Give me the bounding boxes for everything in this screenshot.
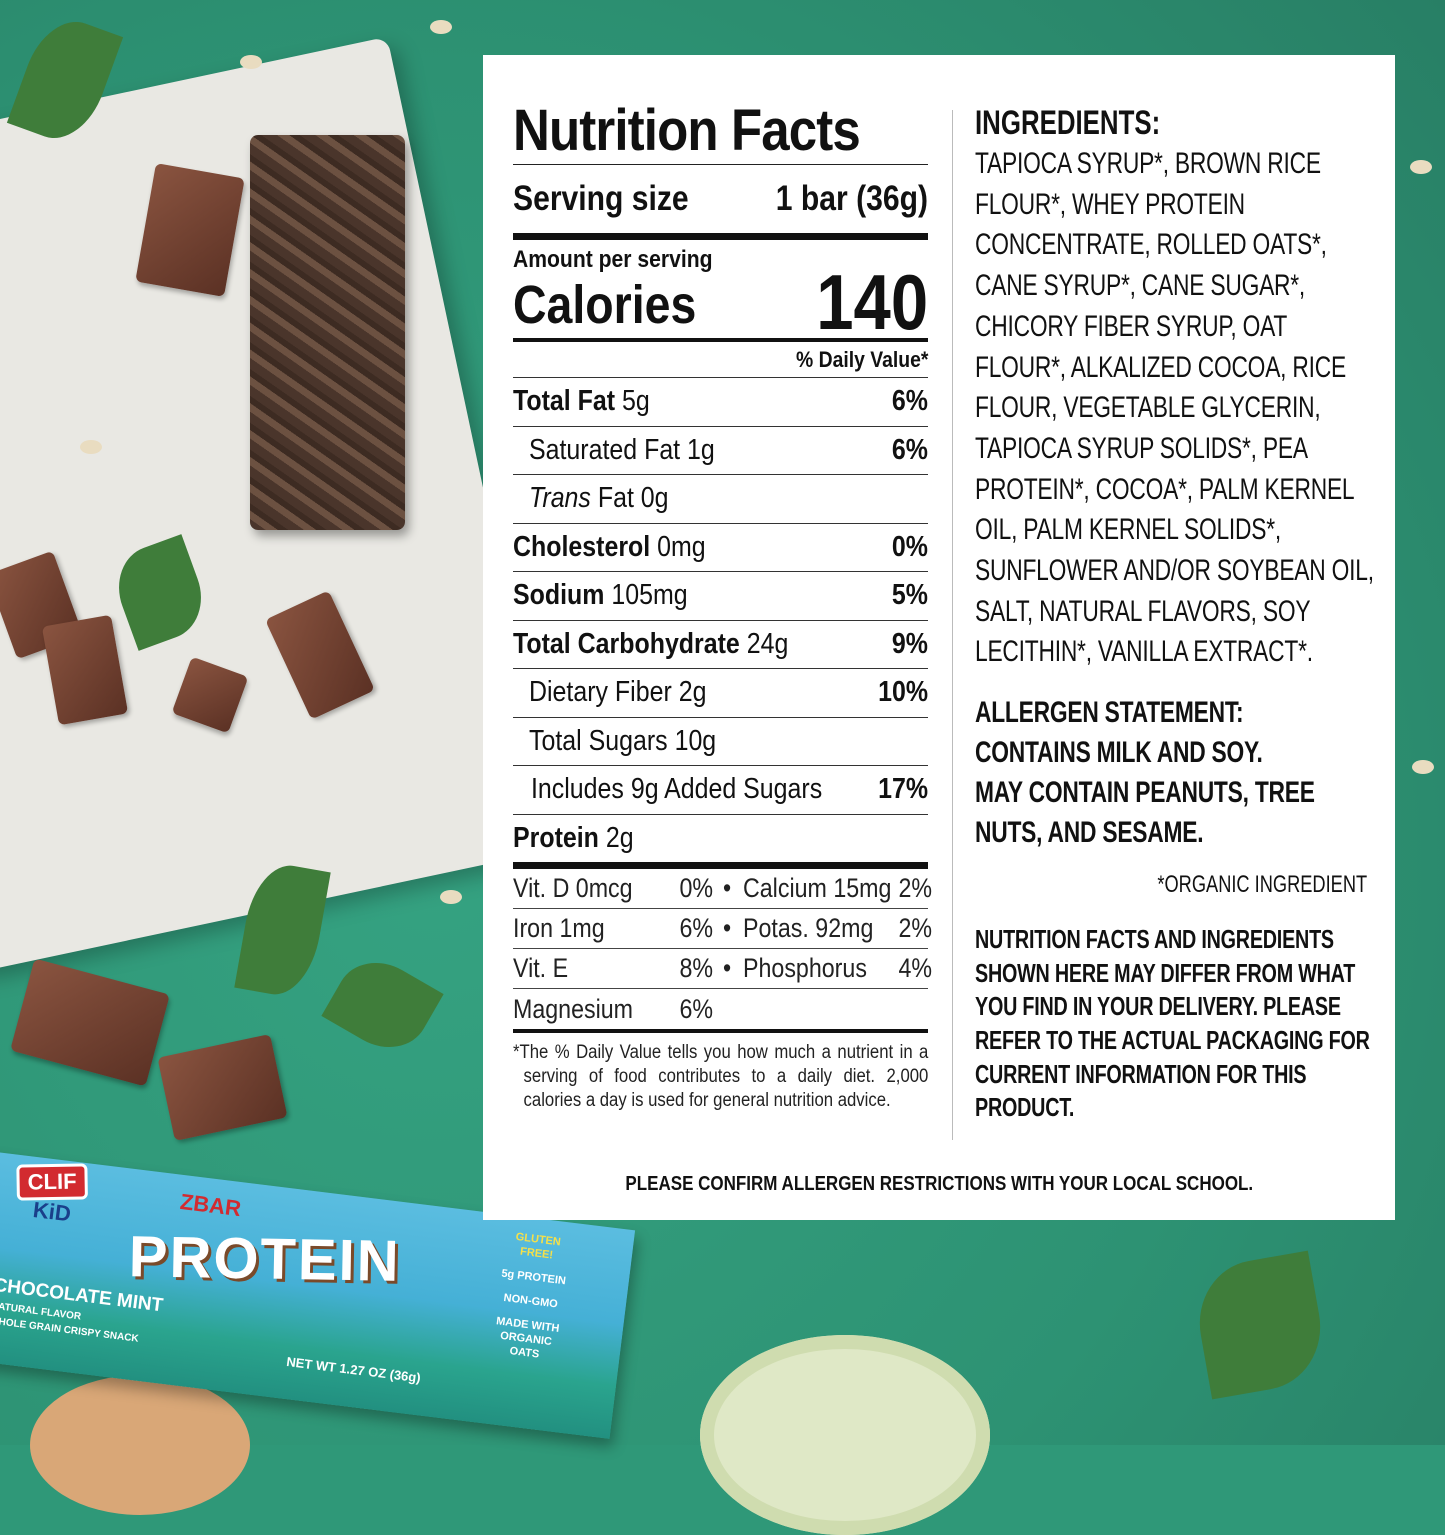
vitamin-cell: 6%	[679, 913, 713, 943]
nutrient-label: Cholesterol 0mg	[513, 530, 706, 563]
nutrient-daily-value: 9%	[891, 627, 928, 660]
vitamin-row: Iron 1mg 6% • Potas. 92mg 2%	[513, 909, 932, 949]
vitamin-cell: 0%	[679, 873, 713, 903]
vitamin-cell: •	[723, 913, 732, 943]
oat-flake	[1410, 160, 1432, 174]
nutrient-label: Total Carbohydrate 24g	[513, 627, 789, 660]
vitamin-cell: 2%	[898, 913, 933, 943]
nutrient-amount: 0mg	[657, 530, 706, 563]
vitamin-cell: 6%	[679, 993, 713, 1024]
daily-value-header: % Daily Value*	[513, 342, 928, 378]
product-line: ZBAR	[178, 1188, 243, 1222]
snack-bar-photo	[250, 135, 405, 530]
claim: GLUTEN FREE!	[515, 1230, 562, 1262]
serving-value: 1 bar (36g)	[775, 179, 928, 218]
ingredients-text: TAPIOCA SYRUP*, BROWN RICE FLOUR*, WHEY …	[975, 147, 1374, 669]
oat-flake	[430, 20, 452, 34]
vitamin-cell: Vit. D 0mcg	[513, 873, 633, 903]
nutrient-row: Protein 2g	[513, 815, 928, 864]
nutrient-label: Total Sugars 10g	[529, 724, 717, 757]
nutrient-row: Includes 9g Added Sugars 17%	[513, 766, 928, 815]
calories-row: Calories 140	[513, 258, 928, 346]
vitamin-row: Vit. D 0mcg 0% • Calcium 15mg 2%	[513, 869, 932, 909]
claim: NON-GMO	[502, 1291, 559, 1311]
nutrient-row: Sodium 105mg 5%	[513, 572, 928, 621]
nutrient-amount: 10g	[674, 724, 717, 757]
vitamin-rows: Vit. D 0mcg 0% • Calcium 15mg 2% Iron 1mg 6% • P…	[513, 869, 932, 1029]
info-panel	[483, 55, 1395, 1220]
nutrient-amount: 5g	[622, 385, 650, 418]
vitamin-cell: 8%	[679, 953, 713, 983]
vitamin-cell: Vit. E	[513, 953, 569, 983]
oat-flake	[240, 55, 262, 69]
serving-label: Serving size	[513, 179, 689, 218]
footnote: *The % Daily Value tells you how much a …	[513, 1042, 929, 1111]
nutrient-amount: 1g	[687, 433, 715, 466]
nutrient-label: Protein 2g	[513, 822, 634, 855]
organic-note: *ORGANIC INGREDIENT	[1157, 871, 1368, 899]
nutrient-daily-value: 17%	[878, 773, 928, 806]
nutrient-row: Cholesterol 0mg 0%	[513, 524, 928, 572]
nutrient-label: Sodium 105mg	[513, 579, 688, 612]
vitamin-cell: 2%	[898, 873, 933, 903]
nutrient-amount: 2g	[678, 676, 707, 709]
nutrient-label: Dietary Fiber 2g	[529, 676, 707, 709]
nutrient-row: Dietary Fiber 2g 10%	[513, 669, 928, 718]
vitamin-cell: Calcium 15mg	[743, 873, 892, 903]
ingredients-heading: INGREDIENTS:	[975, 104, 1161, 142]
nutrient-daily-value: 5%	[891, 579, 928, 612]
ingredients-section: INGREDIENTS: TAPIOCA SYRUP*, BROWN RICE …	[975, 102, 1375, 1125]
nutrient-rows: Total Fat 5g 6% Saturated Fat 1g 6% Trans Fa…	[513, 378, 928, 863]
wooden-spoon	[30, 1375, 250, 1515]
net-weight: NET WT 1.27 OZ (36g)	[285, 1353, 422, 1386]
nutrient-row: Total Carbohydrate 24g 9%	[513, 621, 928, 669]
oat-flake	[440, 890, 462, 904]
column-divider	[952, 110, 953, 1140]
claim: MADE WITH ORGANIC OATS	[495, 1315, 561, 1361]
nutrition-facts-label: Nutrition Facts Serving size 1 bar (36g)…	[513, 98, 932, 1113]
oat-flake	[1412, 760, 1434, 774]
nutrient-daily-value: 10%	[878, 676, 928, 709]
calories-value: 140	[816, 258, 928, 346]
claim: 5g PROTEIN	[500, 1267, 567, 1288]
vitamin-cell: Iron 1mg	[513, 913, 605, 943]
vitamin-cell: 4%	[898, 953, 933, 983]
brand-logo: CLIF	[16, 1163, 88, 1201]
serving-size-row: Serving size 1 bar (36g)	[513, 165, 928, 233]
nutrition-title: Nutrition Facts	[513, 98, 861, 163]
disclaimer: NUTRITION FACTS AND INGREDIENTS SHOWN HE…	[975, 924, 1370, 1123]
brand-logo-sub: KiD	[31, 1197, 73, 1227]
nutrient-label: Saturated Fat 1g	[529, 433, 715, 466]
vitamin-cell: Magnesium	[513, 993, 634, 1024]
nutrient-label: Total Fat 5g	[513, 385, 650, 418]
vitamin-cell: Potas. 92mg	[743, 913, 874, 943]
nutrient-row: Trans Fat 0g	[513, 475, 928, 524]
bowl-of-puffs	[700, 1335, 990, 1535]
nutrient-row: Total Fat 5g 6%	[513, 378, 928, 427]
calories-label: Calories	[513, 275, 697, 335]
amount-per-serving: Amount per serving	[513, 246, 713, 273]
product-name: PROTEIN	[128, 1224, 402, 1294]
vitamin-row: Vit. E 8% • Phosphorus 4%	[513, 949, 932, 989]
nutrient-daily-value: 0%	[891, 530, 928, 563]
nutrient-daily-value: 6%	[891, 385, 928, 418]
nutrient-row: Total Sugars 10g	[513, 718, 928, 766]
nutrient-daily-value: 6%	[891, 433, 928, 466]
allergen-confirm-note: PLEASE CONFIRM ALLERGEN RESTRICTIONS WIT…	[625, 1173, 1253, 1195]
nutrient-amount: 105mg	[611, 579, 688, 612]
allergen-statement: ALLERGEN STATEMENT: CONTAINS MILK AND SO…	[975, 696, 1315, 850]
vitamin-cell: •	[723, 873, 732, 903]
nutrient-label: Trans Fat 0g	[529, 482, 669, 515]
package-claims: GLUTEN FREE! 5g PROTEIN NON-GMO MADE WIT…	[483, 1228, 579, 1375]
vitamin-cell: •	[723, 953, 732, 983]
nutrient-label: Includes 9g Added Sugars	[531, 773, 823, 806]
nutrient-row: Saturated Fat 1g 6%	[513, 427, 928, 475]
oat-flake	[80, 440, 102, 454]
vitamin-cell: Phosphorus	[743, 953, 867, 983]
nutrient-amount: 24g	[746, 627, 789, 660]
vitamin-row: Magnesium 6%	[513, 989, 928, 1029]
nutrient-amount: 2g	[605, 822, 634, 855]
